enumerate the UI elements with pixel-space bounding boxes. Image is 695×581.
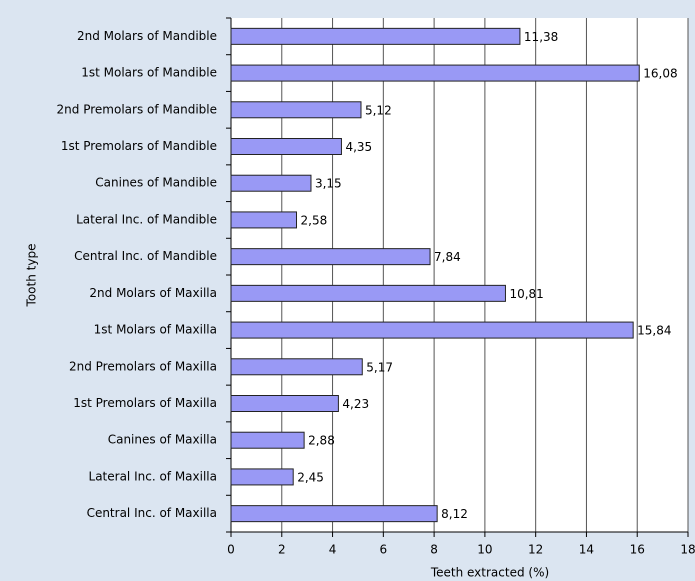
- y-tick-label: 2nd Molars of Maxilla: [89, 286, 217, 300]
- value-label: 15,84: [637, 324, 671, 338]
- y-tick-label: Central Inc. of Mandible: [74, 249, 217, 263]
- bar: [230, 505, 438, 523]
- value-label: 4,23: [342, 397, 369, 411]
- value-label: 4,35: [345, 140, 372, 154]
- value-label: 2,88: [308, 434, 335, 448]
- x-tick-label: 10: [477, 543, 492, 557]
- value-label: 3,15: [315, 177, 342, 191]
- value-label: 8,12: [441, 507, 468, 521]
- value-label: 2,58: [301, 213, 328, 227]
- y-tick-label: 1st Premolars of Maxilla: [73, 396, 217, 410]
- x-axis-label: Teeth extracted (%): [430, 566, 549, 580]
- bar: [230, 468, 294, 486]
- y-tick-label: 2nd Molars of Mandible: [77, 29, 217, 43]
- bar: [230, 174, 312, 192]
- value-label: 16,08: [643, 67, 677, 81]
- y-tick-label: 1st Molars of Mandible: [81, 66, 217, 80]
- bar: [230, 395, 339, 412]
- bar: [230, 321, 634, 339]
- bar: [230, 211, 298, 229]
- bar: [230, 358, 363, 376]
- x-tick-label: 4: [329, 543, 337, 557]
- x-tick-label: 0: [227, 543, 235, 557]
- bar: [230, 284, 506, 302]
- y-tick-label: Lateral Inc. of Maxilla: [89, 469, 217, 483]
- plot-area: [231, 18, 688, 532]
- x-tick-label: 14: [579, 543, 594, 557]
- y-tick-label: 2nd Premolars of Mandible: [57, 102, 217, 116]
- y-tick-label: 2nd Premolars of Maxilla: [69, 359, 217, 373]
- bar: [230, 138, 342, 155]
- x-tick-label: 8: [430, 543, 438, 557]
- value-label: 5,17: [366, 360, 393, 374]
- y-tick-label: Canines of Maxilla: [108, 433, 217, 447]
- value-label: 11,38: [524, 30, 558, 44]
- bar: [230, 27, 521, 45]
- x-tick-label: 16: [630, 543, 645, 557]
- bar: [230, 248, 431, 266]
- y-tick-label: Central Inc. of Maxilla: [87, 506, 217, 520]
- x-tick-label: 2: [278, 543, 286, 557]
- value-label: 5,12: [365, 103, 392, 117]
- y-tick-label: Canines of Mandible: [95, 176, 217, 190]
- bar: [230, 101, 362, 119]
- y-tick-label: 1st Molars of Maxilla: [94, 323, 217, 337]
- x-tick-label: 6: [380, 543, 388, 557]
- y-tick-label: 1st Premolars of Mandible: [61, 139, 217, 153]
- value-label: 10,81: [509, 287, 543, 301]
- x-tick-label: 18: [680, 543, 695, 557]
- value-label: 7,84: [434, 250, 461, 264]
- x-tick-label: 12: [528, 543, 543, 557]
- y-axis-label: Tooth type: [25, 244, 39, 308]
- value-label: 2,45: [297, 470, 324, 484]
- y-tick-label: Lateral Inc. of Mandible: [76, 212, 217, 226]
- bar: [230, 431, 305, 449]
- bar: [230, 64, 640, 82]
